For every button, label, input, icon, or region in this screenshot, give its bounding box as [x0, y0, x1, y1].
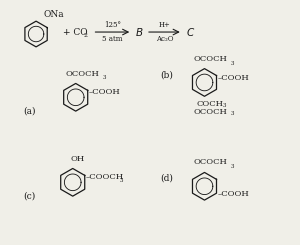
Text: –COOCH: –COOCH [85, 173, 124, 181]
Text: H+: H+ [158, 21, 170, 29]
Text: (d): (d) [160, 174, 173, 183]
Text: OCOCH: OCOCH [194, 108, 227, 116]
Text: 3: 3 [230, 111, 234, 116]
Text: ONa: ONa [44, 10, 64, 19]
Text: 125°: 125° [104, 21, 121, 29]
Text: + CO: + CO [63, 27, 87, 37]
Text: OCOCH: OCOCH [66, 70, 100, 77]
Text: OH: OH [71, 155, 85, 162]
Text: –COOH: –COOH [88, 88, 120, 96]
Text: –COOH: –COOH [218, 74, 249, 82]
Text: Ac₂O: Ac₂O [156, 35, 173, 43]
Text: 3: 3 [119, 178, 123, 183]
Text: (a): (a) [23, 107, 36, 116]
Text: 3: 3 [102, 75, 106, 80]
Text: OCOCH: OCOCH [194, 159, 227, 167]
Text: 3: 3 [230, 164, 234, 170]
Text: $C$: $C$ [186, 26, 195, 38]
Text: COCH: COCH [196, 100, 224, 108]
Text: (b): (b) [160, 70, 173, 79]
Text: 3: 3 [222, 103, 226, 108]
Text: $B$: $B$ [135, 26, 144, 38]
Text: 2: 2 [84, 33, 88, 37]
Text: 5 atm: 5 atm [102, 35, 123, 43]
Text: OCOCH: OCOCH [194, 55, 227, 63]
Text: (c): (c) [23, 192, 35, 201]
Text: 3: 3 [230, 61, 234, 66]
Text: –COOH: –COOH [218, 190, 249, 198]
